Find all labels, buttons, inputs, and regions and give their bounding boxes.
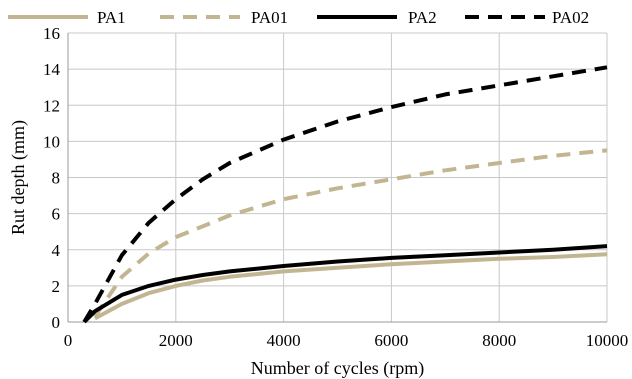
legend-label-pa2: PA2 [408, 8, 437, 27]
x-tick-label: 0 [64, 331, 73, 350]
x-tick-label: 4000 [267, 331, 301, 350]
x-tick-label: 8000 [482, 331, 516, 350]
legend: PA1 PA01 PA2 PA02 [8, 8, 589, 27]
y-tick-label: 14 [43, 60, 61, 79]
x-tick-label: 6000 [374, 331, 408, 350]
series-lines [82, 65, 608, 324]
y-tick-label: 2 [52, 277, 61, 296]
y-tick-label: 12 [43, 96, 60, 115]
legend-label-pa01: PA01 [251, 8, 288, 27]
y-tick-label: 6 [52, 205, 61, 224]
x-tick-label: 2000 [159, 331, 193, 350]
legend-label-pa1: PA1 [97, 8, 126, 27]
y-tick-label: 8 [52, 169, 61, 188]
tick-labels: 0 2 4 6 8 10 12 14 16 0 2000 4000 6000 8000 10000 [43, 24, 628, 350]
y-tick-label: 16 [43, 24, 60, 43]
x-axis-label: Number of cycles (rpm) [251, 358, 424, 379]
legend-label-pa02: PA02 [552, 8, 589, 27]
y-axis-label: Rut depth (mm) [8, 120, 29, 235]
series-line-pa02 [82, 65, 608, 324]
series-line-pa2 [82, 244, 608, 324]
x-tick-label: 10000 [586, 331, 629, 350]
y-tick-label: 0 [52, 313, 61, 332]
series-line-pa01 [93, 148, 608, 318]
y-tick-label: 4 [52, 241, 61, 260]
grid-lines [67, 32, 608, 323]
axes [67, 33, 607, 323]
y-tick-label: 10 [43, 132, 60, 151]
series-line-pa1 [94, 252, 608, 321]
